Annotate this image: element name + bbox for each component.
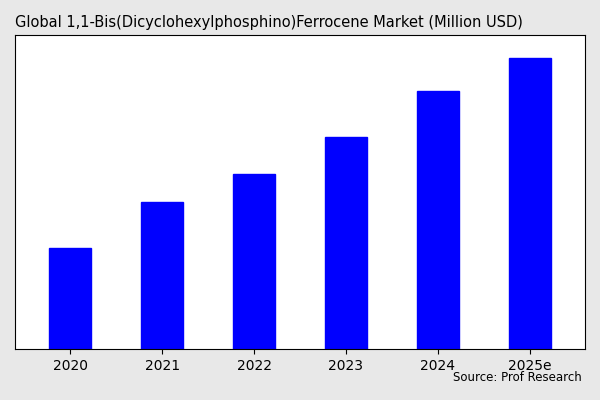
Text: Global 1,1-Bis(Dicyclohexylphosphino)Ferrocene Market (Million USD): Global 1,1-Bis(Dicyclohexylphosphino)Fer… — [15, 15, 523, 30]
Bar — [325, 137, 367, 349]
Bar — [142, 202, 183, 349]
Bar — [233, 174, 275, 349]
Bar — [417, 91, 458, 349]
Text: Source: Prof Research: Source: Prof Research — [453, 371, 582, 384]
Bar — [49, 248, 91, 349]
Bar — [509, 58, 551, 349]
